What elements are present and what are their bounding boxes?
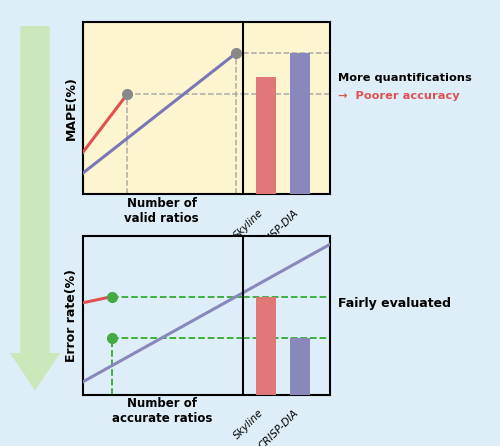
- Text: CRISP-DIA: CRISP-DIA: [256, 407, 300, 446]
- Text: Skyline: Skyline: [232, 208, 266, 241]
- Text: CRISP-DIA: CRISP-DIA: [256, 208, 300, 252]
- Bar: [256, 297, 276, 395]
- FancyArrow shape: [10, 26, 60, 391]
- Y-axis label: Error rate(%): Error rate(%): [66, 269, 78, 362]
- Bar: [256, 77, 276, 194]
- Text: More quantifications: More quantifications: [338, 73, 471, 83]
- Text: Skyline: Skyline: [232, 407, 266, 441]
- Bar: [290, 338, 310, 395]
- Y-axis label: MAPE(%): MAPE(%): [66, 76, 78, 140]
- Bar: [290, 53, 310, 194]
- X-axis label: Number of
accurate ratios: Number of accurate ratios: [112, 397, 212, 425]
- Text: →  Poorer accuracy: → Poorer accuracy: [338, 91, 459, 101]
- Text: Fairly evaluated: Fairly evaluated: [338, 297, 450, 310]
- X-axis label: Number of
valid ratios: Number of valid ratios: [124, 197, 199, 225]
